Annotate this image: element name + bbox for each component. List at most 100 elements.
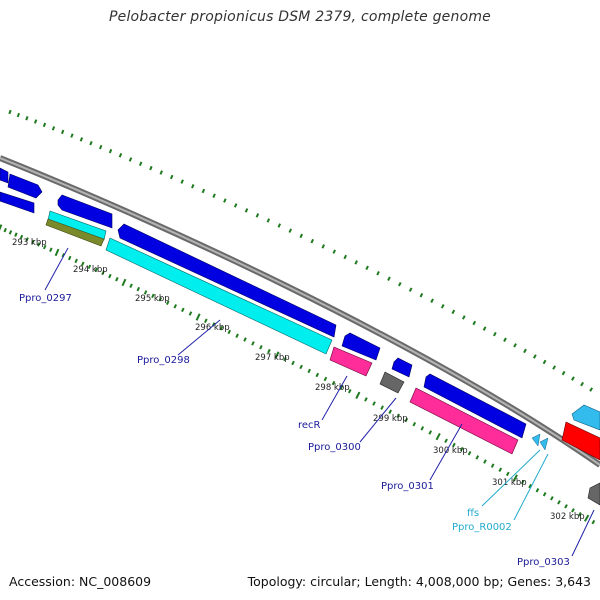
tick-mark xyxy=(483,459,487,464)
tick-mark xyxy=(310,238,315,244)
gene-label[interactable]: Ppro_0303 xyxy=(517,557,570,568)
tick-mark xyxy=(452,442,456,448)
leader-line xyxy=(513,453,549,521)
tick-mark xyxy=(557,500,561,505)
gene-label[interactable]: Ppro_0300 xyxy=(308,442,361,453)
gene-label[interactable]: recR xyxy=(298,420,321,431)
tick-mark xyxy=(31,239,35,245)
tick-mark xyxy=(169,174,174,180)
tick-mark xyxy=(459,446,464,452)
red-feature[interactable] xyxy=(561,421,600,461)
tick-mark xyxy=(101,270,105,276)
tick-mark xyxy=(94,267,98,273)
gene-label[interactable]: ffs xyxy=(467,508,479,519)
cds-feature[interactable] xyxy=(117,223,337,338)
cds-feature[interactable] xyxy=(57,194,113,229)
tick-mark xyxy=(81,261,85,267)
tick-mark xyxy=(564,504,568,509)
tick-mark xyxy=(513,343,517,348)
tick-mark xyxy=(67,255,72,261)
cds-feature[interactable] xyxy=(7,173,43,199)
tick-mark xyxy=(323,376,328,382)
tick-mark xyxy=(149,165,153,171)
tick-mark xyxy=(583,514,590,522)
tick-mark xyxy=(195,313,201,321)
tick-mark xyxy=(151,293,155,299)
tick-mark xyxy=(412,421,417,427)
tick-mark xyxy=(467,451,472,456)
tick-mark xyxy=(25,115,29,121)
scale-label: 297 kbp xyxy=(255,353,290,363)
cds-feature[interactable] xyxy=(0,167,9,184)
rrna-feature[interactable] xyxy=(47,210,107,241)
tick-mark xyxy=(277,223,282,228)
scale-label: 302 kbp xyxy=(550,512,585,522)
tick-mark xyxy=(321,244,326,249)
tick-mark xyxy=(343,254,348,260)
gray-feature[interactable] xyxy=(587,482,600,506)
tick-mark xyxy=(542,492,547,497)
trna-feature[interactable] xyxy=(539,437,549,451)
scale-label: 298 kbp xyxy=(315,383,350,393)
tick-mark xyxy=(227,329,232,335)
tick-mark xyxy=(99,144,103,150)
tick-mark xyxy=(299,364,303,370)
tick-mark xyxy=(42,122,47,128)
tick-mark xyxy=(404,417,409,423)
tick-mark xyxy=(8,109,12,115)
leader-line xyxy=(44,247,69,291)
olive-feature[interactable] xyxy=(45,218,105,247)
pink-feature[interactable] xyxy=(409,387,519,455)
gene-label[interactable]: Ppro_0301 xyxy=(381,481,434,492)
scale-labels: 293 kbp 294 kbp 295 kbp 296 kbp 297 kbp … xyxy=(12,238,585,522)
scale-label: 301 kbp xyxy=(492,478,527,488)
tick-mark xyxy=(159,170,163,175)
tick-mark xyxy=(60,129,65,135)
pink-feature[interactable] xyxy=(329,346,373,377)
tick-mark xyxy=(136,286,141,292)
tick-mark xyxy=(299,233,304,239)
genome-summary: Topology: circular; Length: 4,008,000 bp… xyxy=(247,574,591,589)
tick-mark xyxy=(143,290,148,295)
gene-label[interactable]: Ppro_0298 xyxy=(137,355,190,366)
leader-line xyxy=(321,375,348,421)
tick-mark xyxy=(243,337,247,342)
tick-mark xyxy=(43,244,47,250)
tick-mark xyxy=(332,249,337,254)
tick-mark xyxy=(523,348,527,354)
tick-mark xyxy=(19,234,24,240)
cds-feature[interactable] xyxy=(391,357,413,378)
leader-line xyxy=(359,397,397,443)
trna-feature[interactable] xyxy=(571,404,600,431)
feature-track xyxy=(0,167,600,506)
tick-mark xyxy=(307,368,311,374)
cds-feature[interactable] xyxy=(0,191,35,214)
tick-mark xyxy=(223,198,227,203)
tick-mark xyxy=(505,471,510,477)
tick-mark xyxy=(315,372,320,378)
tick-mark xyxy=(51,126,56,131)
tick-mark xyxy=(49,247,53,252)
trna-feature[interactable] xyxy=(531,433,541,447)
tick-mark xyxy=(235,333,239,338)
tick-mark xyxy=(37,242,41,247)
tick-mark xyxy=(8,230,13,235)
gene-label[interactable]: Ppro_0297 xyxy=(19,293,72,304)
tick-mark xyxy=(571,376,575,381)
gene-label[interactable]: Ppro_R0002 xyxy=(452,522,512,533)
tick-mark xyxy=(181,307,185,313)
cds-feature[interactable] xyxy=(341,332,381,361)
tick-mark xyxy=(428,430,433,435)
tick-mark xyxy=(444,438,448,444)
gene-labels: Ppro_0297 Ppro_0298 recR Ppro_0300 Ppro_… xyxy=(19,293,570,568)
gray-feature[interactable] xyxy=(379,371,405,394)
tick-mark xyxy=(74,258,78,264)
rrna-feature[interactable] xyxy=(105,237,333,355)
cds-feature[interactable] xyxy=(423,373,527,439)
tick-mark xyxy=(571,508,575,513)
tick-mark xyxy=(520,479,525,485)
tick-mark xyxy=(79,137,84,142)
tick-mark xyxy=(3,227,7,233)
